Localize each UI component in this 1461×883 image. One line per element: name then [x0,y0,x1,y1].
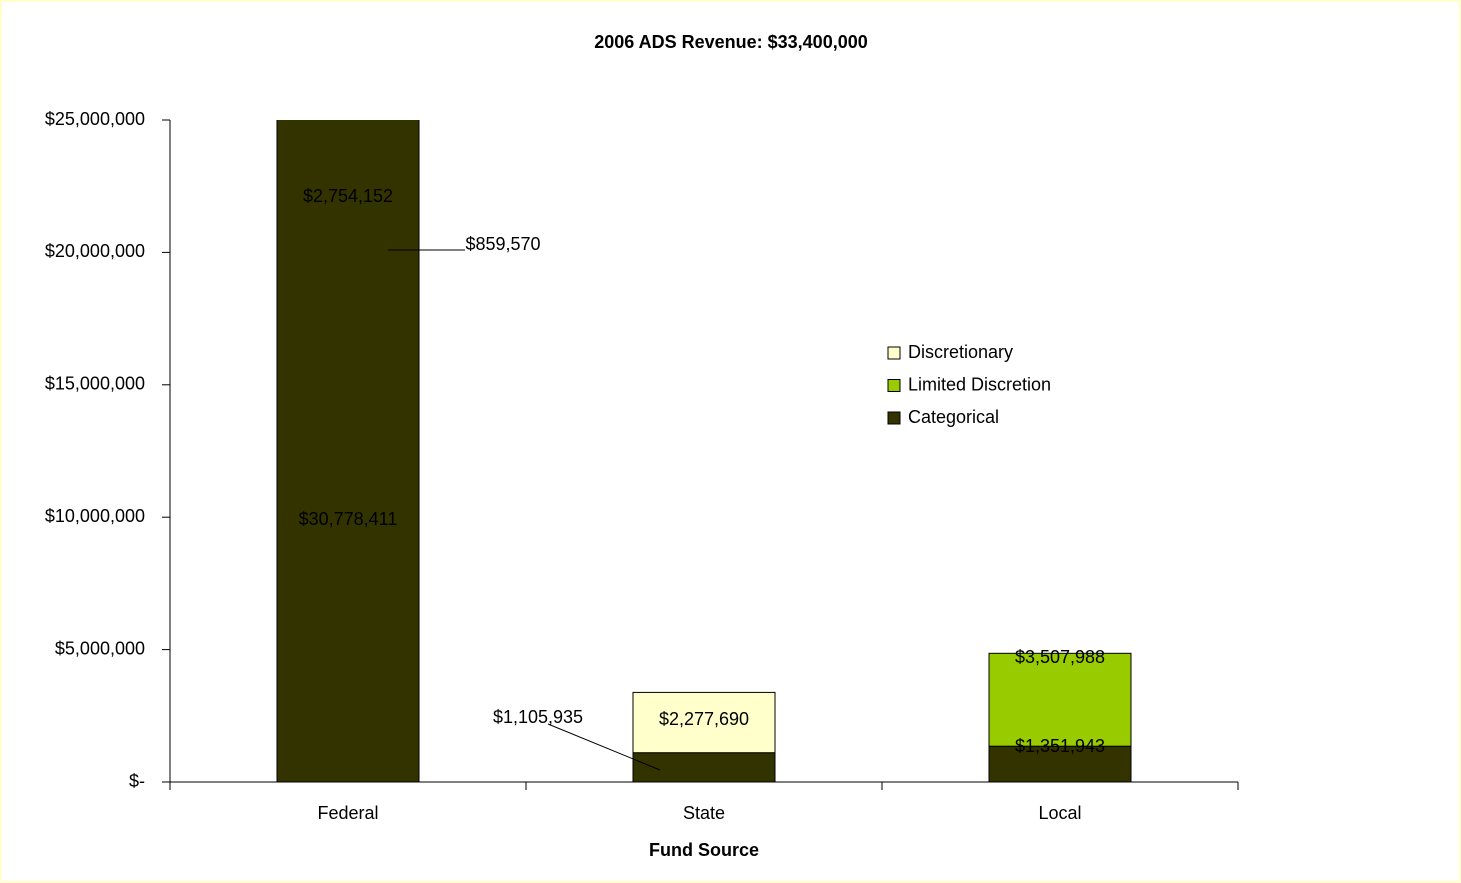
y-tick-label: $5,000,000 [55,638,145,658]
data-label: $30,778,411 [299,509,398,529]
legend-swatch [887,346,901,360]
bar-segment [632,691,776,754]
y-tick-label: $- [129,771,145,791]
legend-swatch [887,411,901,425]
x-tick-label: Federal [317,803,378,823]
data-label: $859,570 [465,234,540,254]
data-label: $2,754,152 [303,186,393,206]
y-tick-label: $20,000,000 [45,241,145,261]
data-label: $1,105,935 [493,707,583,727]
legend-label: Categorical [908,407,999,427]
data-label: $3,507,988 [1015,647,1105,667]
bar-segment [632,752,776,782]
legend-swatch [887,379,901,392]
x-tick-label: State [683,803,725,823]
bar-segment [988,652,1132,747]
chart-title: 2006 ADS Revenue: $33,400,000 [594,32,868,52]
data-label: $1,351,943 [1015,736,1105,756]
y-tick-label: $25,000,000 [45,109,145,129]
legend-label: Limited Discretion [908,374,1051,394]
bar-segment [276,120,420,782]
y-tick-label: $10,000,000 [45,506,145,526]
leader-line [547,723,661,771]
y-tick-label: $15,000,000 [45,374,145,394]
bars [276,120,1132,782]
x-tick-label: Local [1038,803,1081,823]
legend-label: Discretionary [908,342,1013,362]
x-axis-title: Fund Source [649,840,759,860]
data-label: $2,277,690 [659,709,749,729]
